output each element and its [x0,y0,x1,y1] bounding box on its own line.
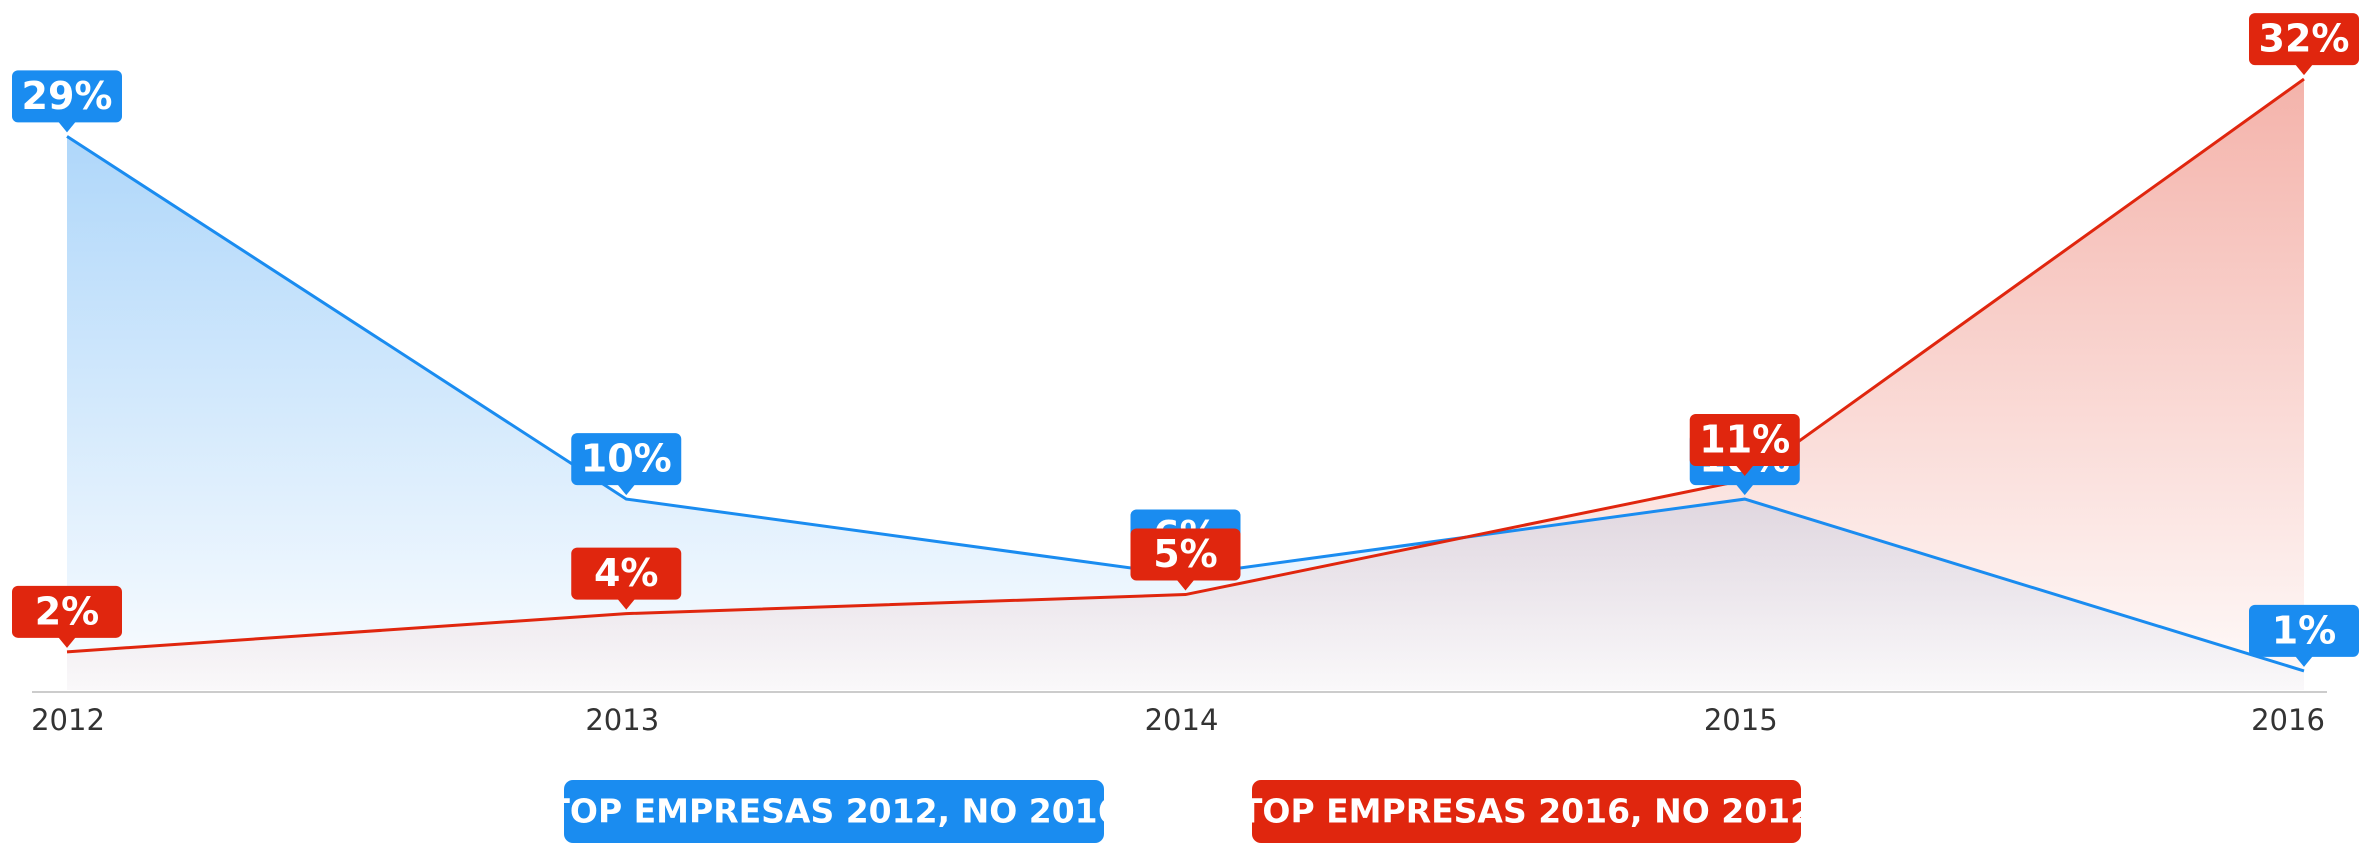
badge [571,433,682,486]
legend-button[interactable] [564,780,1104,843]
legend-item[interactable]: TOP EMPRESAS 2012, NO 2016 [547,780,1121,843]
data-label: 32% [2249,13,2359,76]
value-label: 4% [594,551,659,595]
badge-pointer [617,598,636,610]
badge-pointer [2295,655,2313,667]
value-label: 5% [1153,532,1218,576]
data-label: 5% [1130,528,1241,591]
badge [2249,13,2359,66]
badge-pointer [1735,465,1754,476]
value-label: 10% [581,437,672,481]
data-label: 1% [2249,604,2359,667]
badge-pointer [2295,64,2313,76]
x-tick-label: 2015 [1704,703,1778,737]
badge [2249,604,2359,657]
data-label: 10% [571,433,682,496]
legend-button[interactable] [1252,780,1801,843]
legend-item[interactable]: TOP EMPRESAS 2016, NO 2012 [1240,780,1813,843]
x-tick-label: 2016 [2251,703,2325,737]
badge-pointer [58,636,76,648]
line [66,77,2305,654]
value-label: 1% [2272,608,2337,652]
badge-pointer [617,484,636,496]
legend-label[interactable]: TOP EMPRESAS 2016, NO 2012 [1240,792,1813,831]
badge-pointer [58,121,76,133]
badge [571,547,682,600]
badge-pointer [1735,484,1754,496]
value-label: 11% [1699,418,1790,462]
legend-label[interactable]: TOP EMPRESAS 2012, NO 2016 [547,792,1120,831]
x-tick-label: 2014 [1145,703,1219,737]
badge [1689,414,1800,466]
value-label: 29% [22,74,113,118]
data-label: 2% [12,585,122,648]
badge [1130,528,1241,581]
data-label: 4% [571,547,682,610]
value-label: 2% [35,589,100,633]
data-label: 29% [12,70,122,133]
area [67,79,2304,690]
x-tick-label: 2012 [31,703,105,737]
badge-pointer [1176,579,1195,591]
x-tick-label: 2013 [585,703,659,737]
badge [12,70,122,123]
badge [12,585,122,638]
data-label: 11% [1689,414,1800,476]
value-label: 32% [2259,17,2350,61]
